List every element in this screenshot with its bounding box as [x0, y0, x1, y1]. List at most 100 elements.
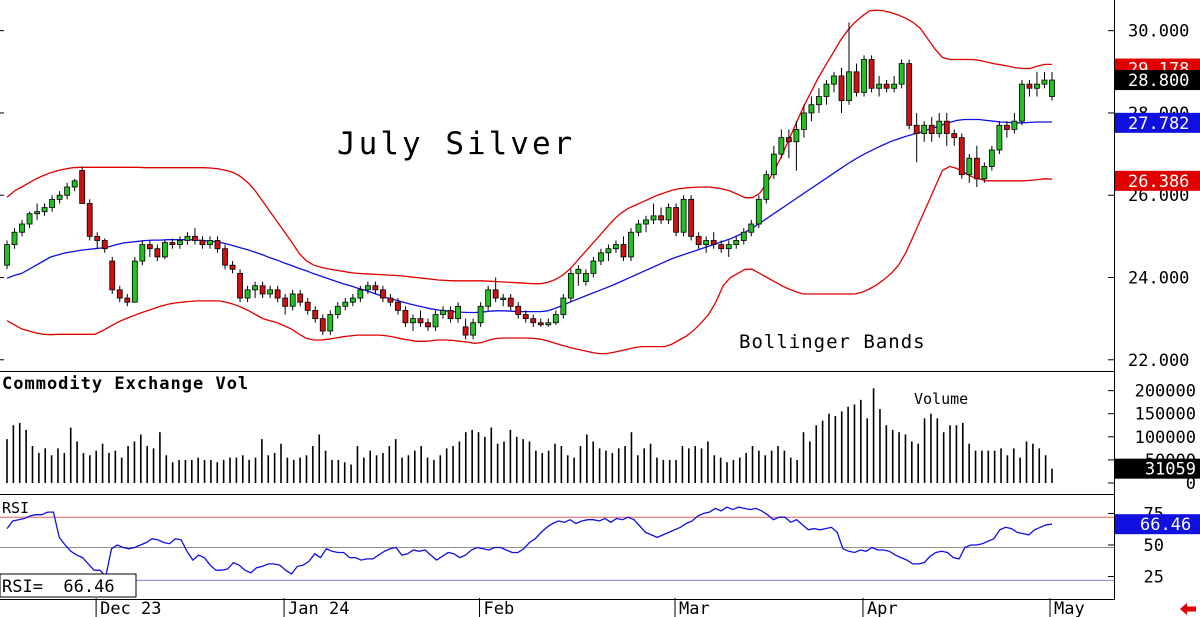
candle	[567, 269, 574, 303]
volume-panel-title: Commodity Exchange Vol	[2, 374, 249, 394]
candle	[26, 211, 33, 229]
candle	[883, 80, 890, 93]
candle-body-up	[56, 194, 63, 200]
candle-body-up	[440, 310, 446, 315]
candle	[552, 310, 559, 325]
candle	[605, 244, 612, 262]
candle-body-down	[402, 310, 409, 324]
candle	[462, 318, 469, 340]
candle	[507, 293, 514, 311]
candle-body-up	[4, 244, 10, 266]
candle-body-up	[11, 231, 18, 245]
candle-body-up	[410, 318, 416, 324]
candle-body-up	[778, 137, 785, 155]
candle	[327, 310, 334, 336]
candle-body-up	[921, 124, 928, 134]
candle-body-up	[342, 301, 349, 307]
candle-body-up	[613, 244, 619, 250]
candle	[364, 281, 371, 294]
candle-body-up	[560, 297, 567, 315]
rsi-value-box	[0, 573, 137, 598]
left-arrow-icon[interactable]	[1180, 603, 1196, 615]
candle-body-up	[876, 83, 882, 89]
candle	[718, 240, 725, 253]
y-tick-label: 22.000	[1128, 351, 1189, 371]
candle	[838, 67, 845, 113]
candle-body-up	[64, 186, 71, 196]
price-label-lower: 26.386	[1128, 172, 1189, 192]
candle	[86, 199, 93, 241]
candle	[94, 232, 101, 249]
candle-body-up	[763, 174, 770, 200]
candle	[139, 240, 146, 266]
rsi-panel-title: RSI	[2, 499, 29, 517]
candle	[49, 195, 56, 212]
candle	[868, 55, 875, 93]
candle	[1011, 112, 1018, 134]
candle-body-down	[282, 297, 289, 307]
candle	[289, 289, 296, 311]
volume-tick-label: 150000	[1135, 405, 1196, 425]
candle-body-up	[470, 322, 477, 336]
candle-body-down	[492, 289, 499, 299]
candle	[710, 232, 717, 249]
candle	[861, 55, 867, 97]
bollinger-middle-band	[6, 118, 1052, 314]
candle	[199, 236, 206, 249]
candle	[530, 314, 537, 327]
candle-body-up	[650, 215, 657, 221]
candle-body-up	[628, 231, 634, 258]
candle-body-down	[274, 289, 281, 299]
candle	[229, 261, 236, 274]
candle	[891, 75, 898, 93]
candle-body-down	[259, 285, 266, 295]
y-tick-label: 26.000	[1128, 186, 1189, 206]
candle-body-down	[838, 75, 845, 102]
candle	[778, 129, 785, 159]
candle	[334, 302, 341, 319]
candle-body-down	[530, 318, 537, 324]
candle-body-down	[229, 264, 236, 270]
volume-tick-label: 100000	[1135, 428, 1196, 448]
candle-body-up	[831, 75, 837, 85]
candle-body-down	[146, 244, 153, 250]
candle	[192, 228, 198, 245]
y-tick-label: 24.000	[1128, 269, 1189, 289]
candle	[522, 310, 529, 323]
candle-body-up	[793, 129, 800, 143]
candle	[259, 281, 266, 299]
x-tick-label: Jan 24	[288, 599, 349, 617]
candle	[1034, 71, 1040, 97]
candle-body-down	[297, 293, 304, 303]
candle	[252, 281, 258, 299]
candle-body-up	[996, 124, 1003, 151]
candle	[575, 265, 582, 286]
candle	[237, 269, 243, 303]
candle-body-down	[169, 242, 176, 245]
candle-body-up	[823, 83, 830, 97]
candle	[19, 219, 25, 237]
candle	[515, 302, 522, 319]
candle	[34, 203, 40, 220]
candle-body-down	[537, 322, 544, 326]
candle	[56, 191, 63, 204]
candle-body-up	[184, 235, 191, 241]
candle-body-up	[357, 289, 364, 299]
candle-body-up	[816, 96, 822, 106]
candle	[1003, 121, 1010, 138]
price-label-last-bg	[1115, 70, 1200, 91]
candle-body-up	[1034, 83, 1040, 89]
candle-body-up	[1041, 79, 1048, 85]
candle	[222, 244, 228, 270]
candle-body-down	[425, 322, 431, 328]
candle	[116, 285, 123, 303]
candle-body-up	[349, 297, 356, 303]
candle-body-up	[846, 71, 852, 102]
y-tick-label: 30.000	[1128, 22, 1189, 42]
candle-body-up	[643, 219, 649, 225]
candle-body-up	[808, 104, 815, 114]
candle	[379, 285, 386, 303]
candle	[755, 195, 762, 229]
candle-body-up	[861, 59, 867, 93]
